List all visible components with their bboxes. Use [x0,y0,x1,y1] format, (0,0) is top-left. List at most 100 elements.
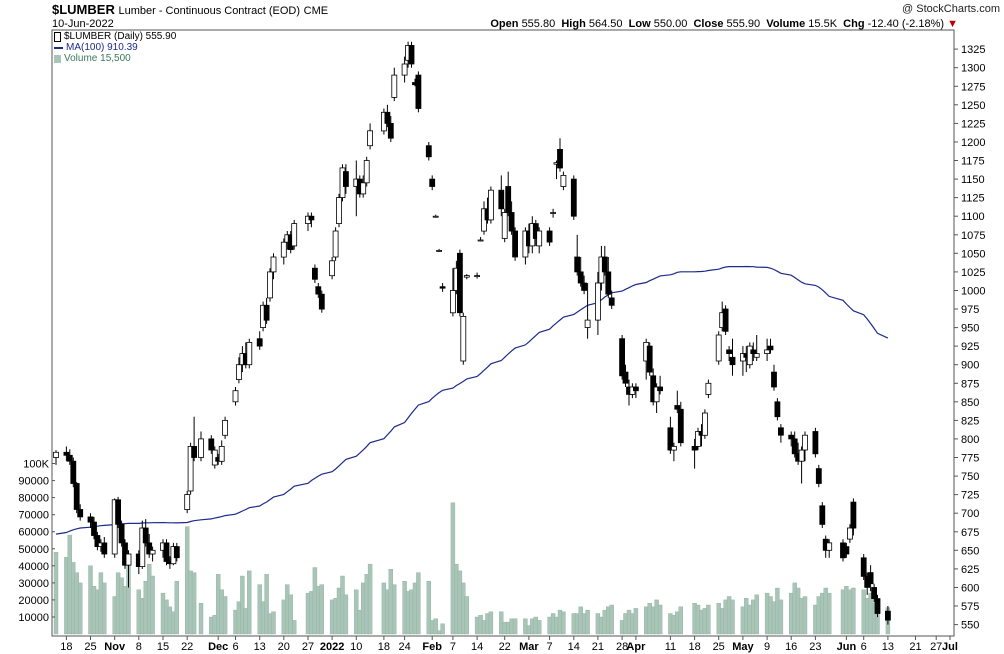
candle [163,539,170,566]
date-tick-label: Dec [208,641,228,653]
candle [477,237,484,242]
candle [173,542,180,562]
date-tick-label: Apr [626,641,646,653]
candle-body [570,178,577,217]
candle [367,123,374,150]
candle-body [819,505,826,525]
candle-body [360,182,367,195]
candle-body [449,290,456,314]
candle-body [605,271,612,295]
candle [318,290,325,313]
candle [474,272,481,279]
candle [812,427,819,458]
candle [73,482,80,514]
date-tick-label: 21 [592,641,604,653]
candle-body [774,401,781,418]
price-tick-label: 675 [961,527,979,539]
candle [646,342,653,376]
candle-body [508,212,515,232]
candle [267,268,273,302]
candle-body [847,527,853,540]
volume-bar [174,581,180,635]
candle [843,542,850,558]
candle-body [256,338,263,347]
price-tick-label: 825 [961,415,979,427]
date-tick-label: 6 [232,641,238,653]
candle-body [550,212,556,214]
candle-body [705,382,712,395]
candle [577,257,584,287]
volume-bar [561,611,566,635]
candle-body [142,527,149,544]
candle-body [267,271,273,299]
volume-bar [343,594,349,635]
candle [764,338,770,361]
candle [449,268,456,317]
price-tick-label: 650 [961,545,979,557]
candle-body [73,483,80,510]
candle-body [432,215,439,218]
volume-bar-icon [54,54,61,63]
candle-body [184,494,191,510]
candle [408,41,415,68]
candle-body [788,434,795,440]
copyright-label: @ StockCharts.com [902,3,1000,15]
price-tick-label: 975 [961,304,979,316]
volume-tick-label: 80000 [18,493,49,505]
candle [715,331,722,365]
candle-body [246,341,253,366]
candle-body [329,260,336,277]
date-tick-label: 25 [84,641,96,653]
candle-body [746,345,753,366]
date-tick-label: 22 [181,641,193,653]
volume-bar [657,604,663,635]
candle [605,257,612,298]
candle [139,520,146,569]
date-tick-label: 23 [809,641,821,653]
candle-body [70,460,77,484]
volume-bar [319,584,324,635]
ma-line-icon [54,46,63,49]
candle-body [791,438,798,455]
price-tick-label: 1250 [961,100,985,112]
candle-body [843,546,850,555]
ma-line-group [55,265,889,535]
candle-body [115,499,121,525]
candle [815,464,822,488]
price-tick-label: 725 [961,490,979,502]
candle-body [463,275,470,278]
volume-label: Volume [766,18,806,30]
candle-body [487,189,494,221]
candle [146,534,153,558]
candle [246,338,253,369]
price-tick-label: 1275 [961,81,985,93]
volume-bar [706,604,711,635]
candle [826,539,833,558]
candle [291,219,298,250]
candle [608,290,615,309]
volume-bar [288,594,293,635]
candle [560,171,567,191]
candle [657,375,663,395]
candle [118,520,125,547]
low-label: Low [628,18,651,30]
candle-body [125,553,132,566]
candle-body [577,271,584,284]
candle-body [387,123,394,139]
date-tick-label: 16 [785,641,797,653]
candle [101,537,108,558]
candle-body [546,230,553,243]
price-tick-label: 1200 [961,137,985,149]
candle-body [146,542,153,555]
candle-body [332,230,339,258]
candle-body [560,174,567,187]
volume-bar [53,552,59,635]
date-tick-label: Feb [422,641,442,653]
candle [439,283,446,292]
candle-body [118,523,125,544]
date-tick-label: 15 [157,641,169,653]
price-tick-label: 700 [961,508,979,520]
candle-body [653,386,660,403]
candle-body [474,275,481,278]
candle [311,264,318,283]
